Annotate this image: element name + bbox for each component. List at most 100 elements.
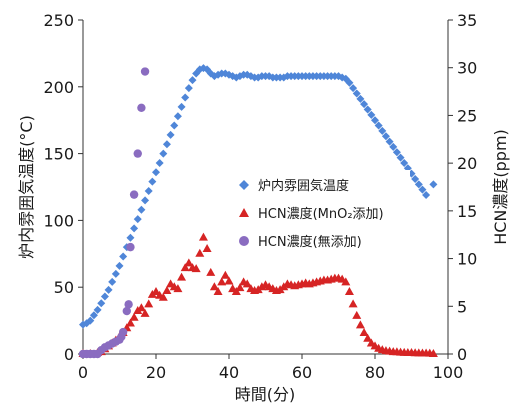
data-point-diamond [104,285,113,294]
data-point-triangle [242,279,252,288]
series-2 [78,67,150,359]
data-point-diamond [392,148,401,157]
plot-area [78,64,438,359]
y-right-tick-label: 25 [457,106,477,125]
y-right-tick-label: 35 [457,11,477,30]
data-point-triangle [144,299,154,308]
data-point-diamond [148,177,157,186]
y-right-axis-title: HCN濃度(ppm) [491,129,510,245]
data-point-diamond [144,187,153,196]
data-point-diamond [356,94,365,103]
axes: 0 20 40 60 80 1000501001502002500510152025303… [43,11,477,382]
data-point-triangle [344,286,354,295]
data-point-diamond [108,277,117,286]
data-point-diamond [414,180,423,189]
y-left-tick-label: 50 [54,278,74,297]
x-tick-label: 20 [146,363,166,382]
data-point-triangle [355,320,365,329]
data-point-triangle [129,312,139,321]
data-point-diamond [363,105,372,114]
data-point-diamond [130,224,139,233]
series-0 [79,64,438,329]
data-point-diamond [422,191,431,200]
data-point-triangle [220,270,230,279]
data-point-diamond [111,269,120,278]
legend-label-temperature: 炉内雰囲気温度 [258,178,349,194]
data-point-diamond [159,149,168,158]
data-point-triangle [428,349,438,357]
data-point-diamond [385,137,394,146]
data-point-diamond [86,316,95,325]
y-left-tick-label: 100 [43,211,74,230]
legend-label-hcn-none: HCN濃度(無添加) [258,234,362,250]
data-point-diamond [162,140,171,149]
data-point-diamond [97,299,106,308]
data-point-diamond [100,292,109,301]
data-point-diamond [378,126,387,135]
data-point-triangle [162,286,172,295]
data-point-triangle [363,333,373,342]
data-point-circle [122,306,131,316]
data-point-diamond [137,205,146,214]
data-point-diamond [381,132,390,141]
data-point-diamond [389,142,398,151]
data-point-triangle [191,264,201,273]
x-tick-label: 100 [433,363,464,382]
legend-item-hcn-mno2: HCN濃度(MnO₂添加) [239,206,384,222]
y-left-tick-label: 0 [64,345,74,364]
data-point-triangle [224,276,234,285]
axis-labels: 炉内雰囲気温度(°C) HCN濃度(ppm) 時間(分) [17,115,510,404]
data-point-diamond [89,311,98,320]
data-point-triangle [136,303,146,312]
legend: 炉内雰囲気温度 HCN濃度(MnO₂添加) HCN濃度(無添加) [230,170,410,258]
y-right-tick-label: 10 [457,250,477,269]
data-point-diamond [371,116,379,125]
data-point-diamond [345,78,354,87]
data-point-diamond [93,305,102,314]
data-point-diamond [119,252,128,261]
data-point-diamond [188,76,197,85]
legend-item-temperature: 炉内雰囲気温度 [239,178,349,194]
y-left-tick-label: 250 [43,11,74,30]
data-point-diamond [367,110,376,119]
legend-box [230,170,410,258]
data-point-diamond [374,121,383,130]
data-point-diamond [115,261,124,270]
y-right-tick-label: 0 [457,345,467,364]
y-right-tick-label: 30 [457,59,477,78]
data-point-diamond [152,168,160,177]
data-point-circle [129,190,139,199]
data-point-triangle [209,282,219,291]
x-axis-title: 時間(分) [235,385,296,404]
y-left-tick-label: 200 [43,78,74,97]
data-point-triangle [125,318,135,327]
data-point-triangle [184,258,194,267]
data-point-diamond [173,112,182,121]
x-tick-label: 40 [219,363,239,382]
data-point-triangle [359,328,369,337]
legend-diamond-icon [239,180,249,190]
y-left-axis-title: 炉内雰囲気温度(°C) [17,115,36,259]
data-point-diamond [349,84,358,93]
y-right-tick-label: 20 [457,154,477,173]
data-point-diamond [429,180,438,189]
data-point-circle [133,149,142,158]
x-tick-label: 60 [292,363,312,382]
data-point-triangle [341,277,351,286]
data-point-triangle [348,299,358,308]
data-point-diamond [177,102,186,111]
data-point-diamond [170,121,179,130]
data-point-diamond [133,215,142,224]
data-point-triangle [206,267,216,276]
data-point-diamond [352,89,361,98]
data-point-triangle [198,232,208,241]
data-point-diamond [411,174,420,183]
data-point-diamond [155,158,164,167]
data-point-diamond [126,233,135,242]
data-point-diamond [166,130,175,139]
data-point-circle [124,300,133,309]
y-right-tick-label: 5 [457,297,467,316]
data-point-circle [140,67,150,76]
data-point-triangle [158,292,168,301]
